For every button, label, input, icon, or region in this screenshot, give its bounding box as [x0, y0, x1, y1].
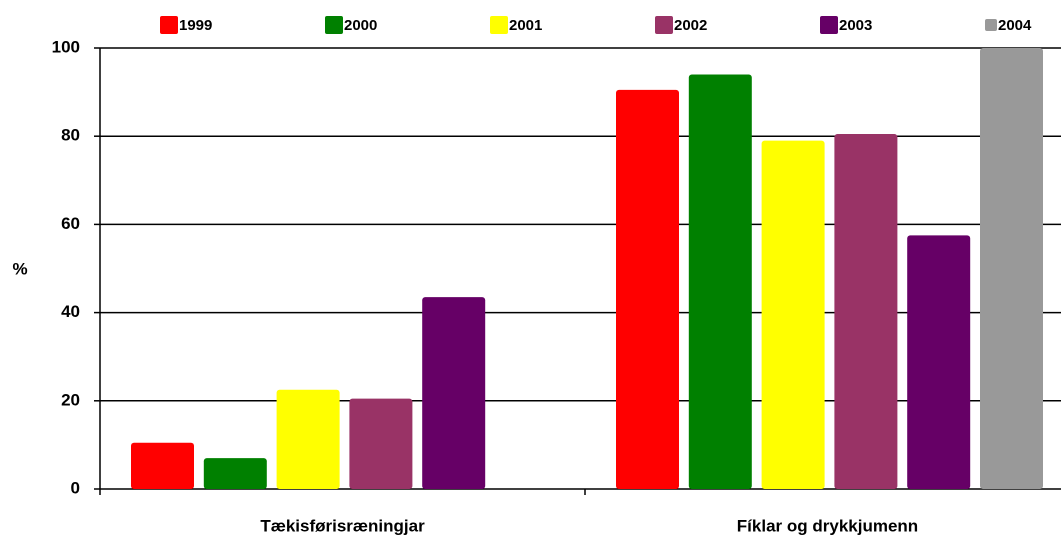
legend-label: 2002 — [674, 17, 707, 34]
legend-swatch — [160, 16, 178, 34]
y-tick-label: 20 — [61, 390, 80, 409]
legend-swatch — [325, 16, 343, 34]
bar — [980, 48, 1043, 489]
x-tick-label: Tækisførisræningjar — [260, 516, 425, 535]
bar — [616, 89, 679, 490]
bar — [422, 297, 486, 489]
bar — [276, 389, 340, 489]
legend-swatch — [820, 16, 838, 34]
legend-swatch — [490, 16, 508, 34]
x-tick-label: Fíklar og drykkjumenn — [737, 516, 918, 535]
legend-label: 2001 — [509, 17, 542, 34]
bar — [907, 235, 971, 489]
legend-swatch — [985, 19, 997, 31]
legend-label: 2004 — [998, 17, 1032, 34]
y-tick-label: 60 — [61, 214, 80, 233]
bar — [761, 140, 825, 490]
y-tick-label: 80 — [61, 126, 80, 145]
legend-label: 2000 — [344, 17, 377, 34]
bar — [834, 133, 898, 489]
legend-label: 1999 — [179, 17, 212, 34]
bar — [131, 442, 194, 489]
bar — [349, 398, 413, 489]
y-tick-label: 0 — [71, 478, 80, 497]
y-tick-label: 100 — [52, 37, 80, 56]
y-axis-label: % — [12, 259, 27, 278]
y-tick-label: 40 — [61, 302, 80, 321]
bar — [203, 458, 267, 489]
legend-swatch — [655, 16, 673, 34]
legend-label: 2003 — [839, 17, 872, 34]
bar — [688, 74, 752, 490]
